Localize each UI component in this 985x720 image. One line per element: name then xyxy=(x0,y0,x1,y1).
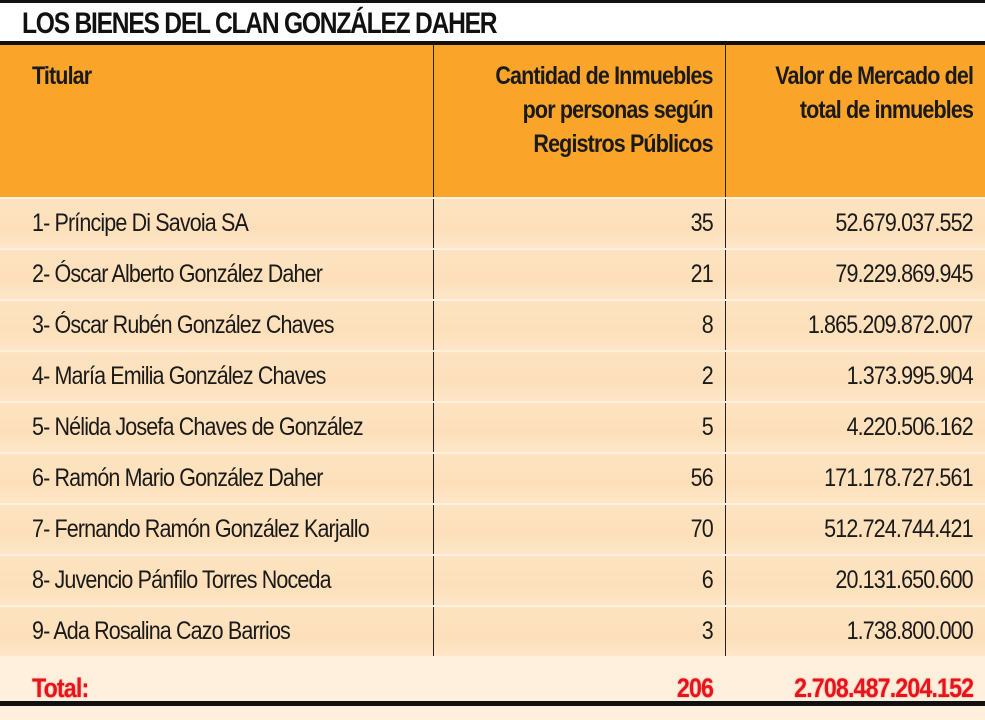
cell-cantidad-text: 35 xyxy=(690,209,713,237)
cell-valor-text: 79.229.869.945 xyxy=(835,260,974,288)
header-titular-label: Titular xyxy=(32,62,92,90)
cell-titular-text: 2- Óscar Alberto González Daher xyxy=(32,260,323,288)
cell-cantidad-text: 3 xyxy=(701,617,713,645)
cell-titular: 3- Óscar Rubén González Chaves xyxy=(0,299,433,351)
cell-cantidad-text: 5 xyxy=(701,413,713,441)
page-title: LOS BIENES DEL CLAN GONZÁLEZ DAHER xyxy=(22,7,498,40)
cell-cantidad-text: 8 xyxy=(701,311,713,339)
top-rule xyxy=(0,0,985,3)
cell-valor: 1.738.800.000 xyxy=(724,605,985,656)
table-row: 1- Príncipe Di Savoia SA 35 52.679.037.552 xyxy=(0,197,985,249)
cell-cantidad: 5 xyxy=(432,401,725,453)
header-titular: Titular xyxy=(0,45,433,198)
cell-valor: 1.865.209.872.007 xyxy=(724,299,985,351)
cell-valor-text: 20.131.650.600 xyxy=(835,566,974,594)
total-valor: 2.708.487.204.152 xyxy=(725,656,985,720)
header-line: por personas según xyxy=(522,96,713,124)
cell-valor-text: 1.865.209.872.007 xyxy=(808,311,974,339)
cell-titular-text: 3- Óscar Rubén González Chaves xyxy=(32,311,335,339)
cell-titular-text: 1- Príncipe Di Savoia SA xyxy=(32,209,249,237)
header-cantidad-label: Cantidad de Inmuebles por personas según R… xyxy=(495,59,713,161)
table-row: 4- María Emilia González Chaves 2 1.373.99… xyxy=(0,350,985,402)
cell-titular-text: 9- Ada Rosalina Cazo Barrios xyxy=(32,617,291,645)
cell-titular-text: 8- Juvencio Pánfilo Torres Noceda xyxy=(32,566,332,594)
cell-titular: 1- Príncipe Di Savoia SA xyxy=(0,197,433,249)
cell-cantidad-text: 70 xyxy=(690,515,713,543)
cell-titular: 2- Óscar Alberto González Daher xyxy=(0,248,433,300)
cell-valor-text: 4.220.506.162 xyxy=(846,413,974,441)
cell-cantidad: 3 xyxy=(432,605,725,656)
cell-titular: 6- Ramón Mario González Daher xyxy=(0,452,433,504)
cell-cantidad: 2 xyxy=(432,350,725,402)
cell-titular: 4- María Emilia González Chaves xyxy=(0,350,433,402)
table-row: 8- Juvencio Pánfilo Torres Noceda 6 20.131… xyxy=(0,554,985,606)
header-row: Titular Cantidad de Inmuebles por persona… xyxy=(0,45,985,198)
cell-titular-text: 4- María Emilia González Chaves xyxy=(32,362,326,390)
cell-valor: 52.679.037.552 xyxy=(724,197,985,249)
assets-table: Titular Cantidad de Inmuebles por persona… xyxy=(0,45,985,720)
cell-titular-text: 5- Nélida Josefa Chaves de González xyxy=(32,413,364,441)
total-cantidad-text: 206 xyxy=(676,672,714,703)
header-valor-label: Valor de Mercado del total de inmuebles xyxy=(775,59,974,127)
cell-valor: 171.178.727.561 xyxy=(724,452,985,504)
table-row: 7- Fernando Ramón González Karjallo 70 512… xyxy=(0,503,985,555)
cell-valor: 1.373.995.904 xyxy=(724,350,985,402)
cell-titular: 8- Juvencio Pánfilo Torres Noceda xyxy=(0,554,433,606)
header-line: Cantidad de Inmuebles xyxy=(495,62,713,90)
cell-valor-text: 1.738.800.000 xyxy=(846,617,974,645)
cell-valor: 79.229.869.945 xyxy=(724,248,985,300)
header-line: total de inmuebles xyxy=(799,96,974,124)
cell-cantidad: 56 xyxy=(432,452,725,504)
header-line: Registros Públicos xyxy=(533,130,713,158)
cell-cantidad: 6 xyxy=(432,554,725,606)
total-label: Total: xyxy=(0,656,433,720)
table-row: 9- Ada Rosalina Cazo Barrios 3 1.738.800.0… xyxy=(0,605,985,656)
table-row: 6- Ramón Mario González Daher 56 171.178.7… xyxy=(0,452,985,504)
table-row: 3- Óscar Rubén González Chaves 8 1.865.209… xyxy=(0,299,985,351)
cell-cantidad-text: 2 xyxy=(701,362,713,390)
cell-valor-text: 1.373.995.904 xyxy=(846,362,974,390)
header-line: Valor de Mercado del xyxy=(775,62,974,90)
cell-valor: 20.131.650.600 xyxy=(724,554,985,606)
cell-titular: 5- Nélida Josefa Chaves de González xyxy=(0,401,433,453)
title-rule xyxy=(0,41,985,45)
cell-cantidad: 70 xyxy=(432,503,725,555)
cell-cantidad-text: 56 xyxy=(690,464,713,492)
cell-titular: 9- Ada Rosalina Cazo Barrios xyxy=(0,605,433,656)
total-row: Total: 206 2.708.487.204.152 xyxy=(0,656,985,720)
cell-valor-text: 512.724.744.421 xyxy=(824,515,973,543)
cell-valor-text: 52.679.037.552 xyxy=(835,209,974,237)
cell-titular-text: 7- Fernando Ramón González Karjallo xyxy=(32,515,370,543)
cell-titular: 7- Fernando Ramón González Karjallo xyxy=(0,503,433,555)
header-valor: Valor de Mercado del total de inmuebles xyxy=(724,45,985,198)
table-row: 5- Nélida Josefa Chaves de González 5 4.22… xyxy=(0,401,985,453)
total-valor-text: 2.708.487.204.152 xyxy=(793,672,974,703)
cell-cantidad-text: 21 xyxy=(690,260,713,288)
bottom-rule xyxy=(0,701,985,706)
cell-cantidad: 8 xyxy=(432,299,725,351)
total-cantidad: 206 xyxy=(433,656,725,720)
total-label-text: Total: xyxy=(32,672,89,703)
cell-cantidad: 35 xyxy=(432,197,725,249)
cell-valor-text: 171.178.727.561 xyxy=(824,464,973,492)
table-row: 2- Óscar Alberto González Daher 21 79.229.… xyxy=(0,248,985,300)
cell-titular-text: 6- Ramón Mario González Daher xyxy=(32,464,323,492)
cell-cantidad-text: 6 xyxy=(701,566,713,594)
cell-cantidad: 21 xyxy=(432,248,725,300)
cell-valor: 4.220.506.162 xyxy=(724,401,985,453)
header-cantidad: Cantidad de Inmuebles por personas según R… xyxy=(432,45,725,198)
cell-valor: 512.724.744.421 xyxy=(724,503,985,555)
